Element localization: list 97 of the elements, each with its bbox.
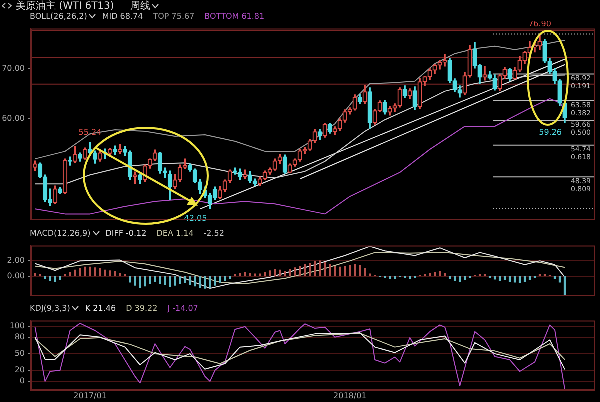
text: BOTTOM 61.81 xyxy=(204,12,265,20)
bar xyxy=(504,276,506,280)
bar xyxy=(164,276,166,286)
bar xyxy=(209,276,212,288)
bar xyxy=(244,272,246,276)
bar xyxy=(129,276,132,283)
text: -2.52 xyxy=(204,228,224,238)
bar xyxy=(139,276,142,288)
y-tick-label: 0 xyxy=(20,376,25,386)
annotation: 59.26 xyxy=(539,128,562,137)
text: J -14.07 xyxy=(168,304,198,312)
bar xyxy=(189,276,192,286)
bar xyxy=(309,263,312,276)
y-tick-label: 80 xyxy=(14,332,25,342)
bar xyxy=(334,266,336,276)
y-tick-label: 60.00 xyxy=(2,114,25,124)
bar xyxy=(119,272,122,276)
legend-title: MACD(12,26,9) xyxy=(30,228,91,238)
bar xyxy=(154,276,156,282)
bar xyxy=(498,276,502,282)
bar xyxy=(518,276,522,284)
y-tick-label: 2.00 xyxy=(7,256,25,266)
bar xyxy=(109,270,112,276)
bar xyxy=(528,276,532,280)
bar xyxy=(149,276,152,284)
bar xyxy=(84,266,86,276)
bar xyxy=(89,266,92,276)
bar xyxy=(199,276,202,288)
bar xyxy=(99,268,102,276)
annotation: 55.24 xyxy=(78,128,102,137)
bar xyxy=(224,276,226,282)
bar xyxy=(69,272,72,276)
text: DEA 1.14 xyxy=(156,228,194,238)
bar xyxy=(184,276,186,284)
bar xyxy=(458,276,462,282)
bar xyxy=(274,269,276,276)
bar xyxy=(324,262,326,276)
bar xyxy=(289,269,292,276)
y-tick-label: 20 xyxy=(14,366,25,375)
bar xyxy=(294,268,296,276)
bar xyxy=(239,272,242,276)
bar xyxy=(94,268,96,276)
chart-subtitle: 周线 xyxy=(130,0,150,13)
bar xyxy=(319,260,322,276)
bar xyxy=(514,276,516,283)
bar xyxy=(79,268,82,276)
y-tick-label: 100 xyxy=(10,321,25,330)
bar xyxy=(114,271,116,276)
bar xyxy=(314,262,316,276)
x-tick-label: 2017/01 xyxy=(74,391,107,400)
text: K 21.46 xyxy=(85,304,116,312)
bar xyxy=(299,266,302,276)
bar xyxy=(364,268,366,276)
bar xyxy=(259,274,262,276)
bar xyxy=(214,276,216,286)
bar xyxy=(464,276,466,280)
text: TOP 75.67 xyxy=(153,12,195,20)
bar xyxy=(434,272,436,276)
bar xyxy=(329,264,332,276)
y-tick-label: 0.00 xyxy=(7,271,25,280)
bar xyxy=(34,272,36,276)
bar xyxy=(508,276,512,282)
legend-title: BOLL(26,26,2) xyxy=(30,12,88,20)
bar xyxy=(174,276,176,286)
bar xyxy=(264,272,266,276)
bar xyxy=(59,276,62,280)
bar xyxy=(179,276,182,284)
bar xyxy=(54,276,56,282)
bar xyxy=(269,270,272,276)
candlestick xyxy=(482,66,488,81)
bar xyxy=(49,276,52,282)
bar xyxy=(249,272,252,276)
bar xyxy=(304,264,306,276)
bar xyxy=(254,274,256,276)
bar xyxy=(369,274,372,276)
text: DIFF -0.12 xyxy=(106,228,147,238)
bar xyxy=(219,276,222,284)
bar xyxy=(144,276,146,287)
chart-title: 美原油主 (WTI 6T13) xyxy=(16,0,114,12)
y-tick-label: 70.00 xyxy=(2,64,25,73)
legend-title: KDJ(9,3,3) xyxy=(30,304,70,312)
bar xyxy=(558,276,562,283)
bar xyxy=(104,270,106,276)
x-tick-label: 2018/01 xyxy=(334,391,367,400)
legend-label: MID 68.74 xyxy=(102,12,144,20)
bar xyxy=(354,264,356,276)
bar xyxy=(454,276,456,282)
bar xyxy=(169,276,172,288)
bar xyxy=(159,276,162,284)
bar xyxy=(134,276,136,286)
bar xyxy=(194,276,196,287)
bar xyxy=(344,266,346,276)
y-tick-label: 50 xyxy=(14,349,25,358)
text: D 39.22 xyxy=(126,304,158,312)
bar xyxy=(204,276,206,289)
bar xyxy=(74,270,76,276)
bar xyxy=(524,276,526,282)
